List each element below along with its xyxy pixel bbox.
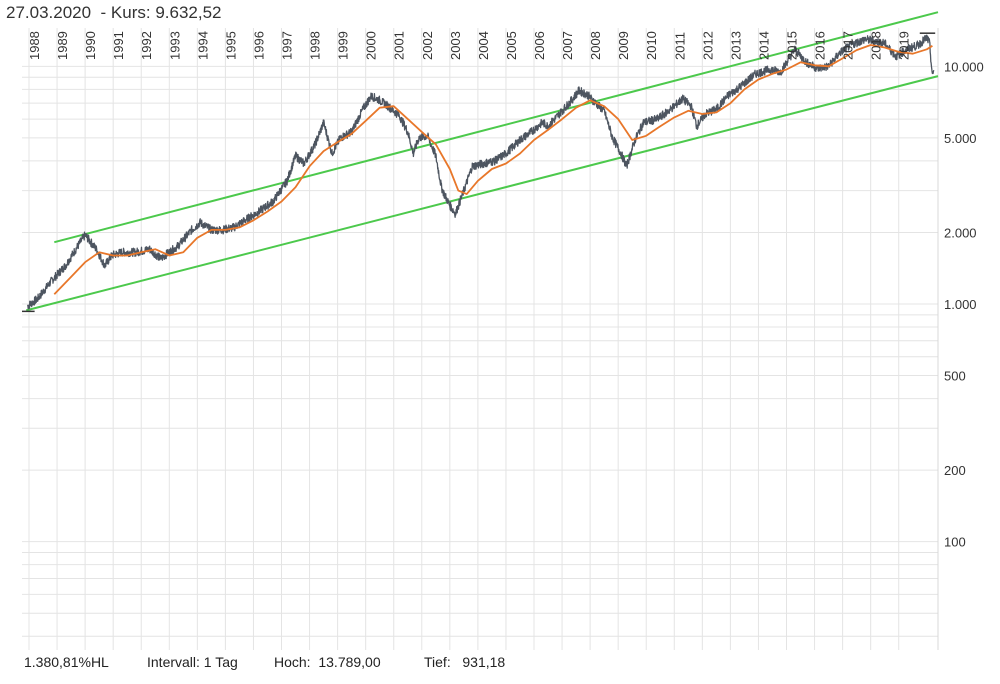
high-label: Hoch: 13.789,00 (274, 654, 381, 670)
x-tick-label-1994: 1994 (195, 31, 210, 60)
x-tick-label-2015: 2015 (785, 31, 800, 60)
x-tick-label-2010: 2010 (644, 31, 659, 60)
y-tick-label-100: 100 (944, 535, 966, 550)
chart-grid (22, 28, 939, 650)
x-tick-label-1989: 1989 (55, 31, 70, 60)
trend-channel-lower (25, 75, 939, 312)
x-tick-label-2001: 2001 (392, 31, 407, 60)
price-label: - Kurs: 9.632,52 (100, 3, 222, 22)
y-tick-label-1000: 1.000 (944, 297, 977, 312)
x-tick-label-1997: 1997 (280, 31, 295, 60)
y-axis: 100 200 500 1.000 2.000 5.000 10.000 (944, 59, 984, 549)
x-tick-label-2016: 2016 (813, 31, 828, 60)
y-tick-label-2000: 2.000 (944, 225, 977, 240)
x-tick-label-2011: 2011 (672, 32, 687, 60)
y-tick-label-200: 200 (944, 463, 966, 478)
y-tick-label-500: 500 (944, 369, 966, 384)
x-tick-label-2019: 2019 (897, 31, 912, 60)
x-tick-label-1998: 1998 (308, 31, 323, 60)
interval-label: Intervall: 1 Tag (147, 654, 238, 670)
x-tick-label-2003: 2003 (448, 31, 463, 60)
x-tick-label-1999: 1999 (336, 31, 351, 60)
x-axis: 1988 1989 1990 1991 1992 1993 1994 1995 1996 1997… (27, 31, 912, 60)
x-tick-label-2017: 2017 (841, 31, 856, 60)
stock-chart[interactable]: 1988 1989 1990 1991 1992 1993 1994 1995 1996 1997… (0, 0, 1000, 652)
moving-average-series (53, 44, 933, 295)
x-tick-label-2014: 2014 (756, 31, 771, 60)
x-tick-label-1991: 1991 (111, 31, 126, 60)
x-tick-label-1992: 1992 (139, 31, 154, 60)
price-line (26, 34, 935, 310)
trend-channel-upper (54, 11, 939, 244)
moving-average-line (53, 44, 933, 295)
x-tick-label-2012: 2012 (700, 31, 715, 60)
low-label: Tief: 931,18 (424, 654, 506, 670)
high-low-markers (22, 32, 936, 313)
x-tick-label-1993: 1993 (167, 31, 182, 60)
y-tick-label-10000: 10.000 (944, 59, 984, 74)
y-tick-label-5000: 5.000 (944, 131, 977, 146)
x-tick-label-2018: 2018 (869, 31, 884, 60)
chart-title: 27.03.2020 - Kurs: 9.632,52 (6, 3, 222, 23)
date-label: 27.03.2020 (6, 3, 92, 22)
x-tick-label-1996: 1996 (251, 31, 266, 60)
x-tick-label-2006: 2006 (532, 31, 547, 60)
x-tick-label-2009: 2009 (616, 31, 631, 60)
chart-footer: 1.380,81%HL Intervall: 1 Tag Hoch: 13.78… (0, 654, 1000, 676)
x-tick-label-1990: 1990 (83, 31, 98, 60)
trend-channel (25, 11, 939, 312)
x-tick-label-2008: 2008 (588, 31, 603, 60)
price-series (26, 34, 935, 310)
x-tick-label-2005: 2005 (504, 31, 519, 60)
x-tick-label-2002: 2002 (420, 31, 435, 60)
x-tick-label-1995: 1995 (223, 31, 238, 60)
performance-label: 1.380,81%HL (24, 654, 109, 670)
x-tick-label-2000: 2000 (364, 31, 379, 60)
x-tick-label-2007: 2007 (560, 31, 575, 60)
x-tick-label-2013: 2013 (728, 31, 743, 60)
x-tick-label-1988: 1988 (27, 31, 42, 60)
x-tick-label-2004: 2004 (476, 31, 491, 60)
